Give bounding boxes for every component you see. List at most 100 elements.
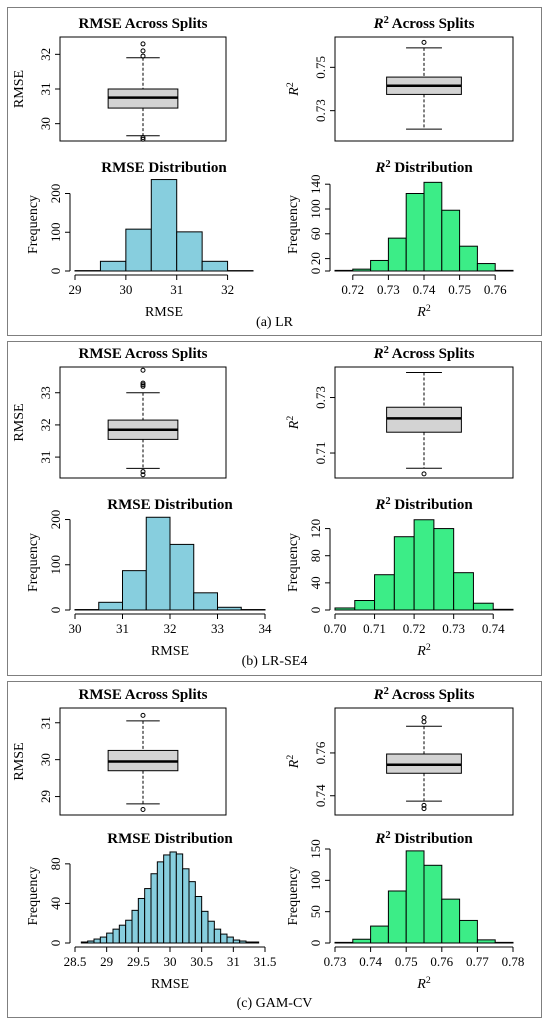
y-tick-label: 0.71 [313, 442, 328, 465]
y-axis-label-sup: 2 [285, 755, 296, 760]
histogram-bar [207, 920, 215, 944]
x-axis-label-main: R [416, 977, 426, 992]
y-tick-label: 0.75 [313, 56, 328, 79]
histogram-bar [122, 570, 147, 611]
x-tick-label: 0.73 [442, 621, 465, 636]
chart-title-sup: 2 [384, 345, 389, 356]
histogram-bar [98, 601, 123, 611]
histogram-bar [131, 909, 139, 944]
histogram-bar [93, 938, 101, 944]
outlier-point [140, 135, 146, 141]
outlier-point [421, 802, 427, 808]
y-tick-label: 100 [48, 555, 63, 575]
x-tick-label: 0.74 [359, 954, 382, 969]
histogram-bar [156, 861, 165, 944]
histogram-bar [226, 936, 234, 944]
x-tick-label: 0.76 [484, 282, 507, 297]
chart-title: RMSE Distribution [107, 831, 233, 847]
chart-title-main: R [374, 160, 385, 176]
rmse-hist-chart: RMSE Distribution 30 31 32 33 34 RMSE 0 100 200 Fr… [26, 497, 272, 659]
x-tick-label: 0.72 [341, 282, 364, 297]
y-tick-label: 0.73 [313, 386, 328, 409]
y-axis-label: RMSE [12, 742, 27, 780]
chart-title-main: R [374, 497, 385, 513]
chart-title: R2 Across Splits [373, 686, 475, 704]
y-tick-label: 150 [308, 839, 323, 859]
outlier-point [140, 41, 146, 47]
y-tick-label: 100 [48, 223, 63, 243]
histogram-bar [99, 936, 108, 944]
histogram-bar [441, 898, 461, 944]
histogram-bar [145, 516, 171, 611]
x-tick-label: 0.70 [324, 621, 347, 636]
x-tick-label: 31 [116, 621, 129, 636]
chart-title-main: R [373, 687, 384, 703]
y-axis-label-main: R [287, 87, 302, 97]
x-tick-label: 33 [211, 621, 224, 636]
outlier-point [421, 715, 427, 721]
histogram-bar [220, 933, 228, 944]
outlier-point [140, 806, 146, 812]
rmse-box-chart: RMSE Across Splits RMSE 31 32 33 [12, 346, 227, 479]
y-tick-label: 40 [48, 897, 63, 910]
chart-title: R2 Distribution [374, 496, 473, 514]
y-axis-label-sup: 2 [285, 82, 296, 87]
histogram-bar [194, 895, 203, 944]
histogram-bar [405, 850, 425, 944]
histogram-bar [213, 928, 222, 944]
panel-lr-se4: RMSE Across Splits RMSE 31 32 33 R2 Across S… [7, 341, 542, 676]
histogram-bar [393, 536, 415, 611]
chart-title: R2 Across Splits [373, 15, 475, 33]
plot-frame [59, 366, 227, 479]
chart-title-rest: Across Splits [389, 687, 475, 703]
histogram-bar [453, 572, 474, 611]
outlier-point [140, 367, 146, 373]
y-tick-label: 0 [308, 940, 323, 947]
outlier-point [140, 380, 146, 386]
y-axis-label: Frequency [286, 195, 301, 254]
histogram-bar [193, 592, 218, 611]
outlier-point [140, 48, 146, 54]
y-tick-label: 140 [308, 174, 323, 194]
y-axis-label: R2 [285, 416, 303, 431]
y-tick-label: 0.73 [313, 99, 328, 122]
chart-title: RMSE Across Splits [79, 16, 208, 32]
y-axis-label: RMSE [12, 70, 27, 108]
histogram-bar [405, 193, 425, 272]
x-axis-label: R2 [416, 975, 431, 993]
y-axis-label-sup: 2 [285, 416, 296, 421]
x-tick-label: 32 [221, 282, 234, 297]
x-tick-label: 31 [227, 954, 240, 969]
y-tick-label: 0.74 [313, 784, 328, 807]
histogram-bar [182, 868, 190, 944]
y-tick-label: 0 [48, 268, 63, 275]
y-tick-label: 100 [308, 199, 323, 219]
x-axis-label: R2 [416, 642, 431, 660]
chart-title: R2 Distribution [374, 159, 473, 177]
outlier-point [140, 53, 146, 59]
rmse-box-chart: RMSE Across Splits RMSE 30 31 32 [12, 16, 227, 142]
x-tick-label: 28.5 [64, 954, 87, 969]
x-tick-label: 0.75 [448, 282, 471, 297]
chart-title: RMSE Across Splits [79, 687, 208, 703]
y-tick-label: 29 [38, 790, 53, 803]
histogram-bar [201, 260, 229, 272]
histogram-bar [144, 888, 152, 944]
x-axis-label-main: R [416, 644, 426, 659]
rmse-hist-chart: RMSE Distribution 28.5 29 29.5 30 30.5 31 31.5 R… [26, 831, 276, 992]
chart-title-main: R [374, 831, 385, 847]
chart-title: R2 Across Splits [373, 345, 475, 363]
y-axis-label: RMSE [12, 403, 27, 441]
outlier-point [421, 39, 427, 45]
histogram-bar [423, 864, 443, 944]
y-axis-label: Frequency [286, 533, 301, 592]
outlier-point [421, 806, 427, 812]
y-axis-label: Frequency [286, 866, 301, 925]
histogram-bar [441, 209, 461, 272]
iqr-box [386, 406, 462, 433]
histogram-bar [118, 924, 127, 944]
histogram-bar [169, 851, 177, 944]
histogram-bar [176, 231, 203, 272]
